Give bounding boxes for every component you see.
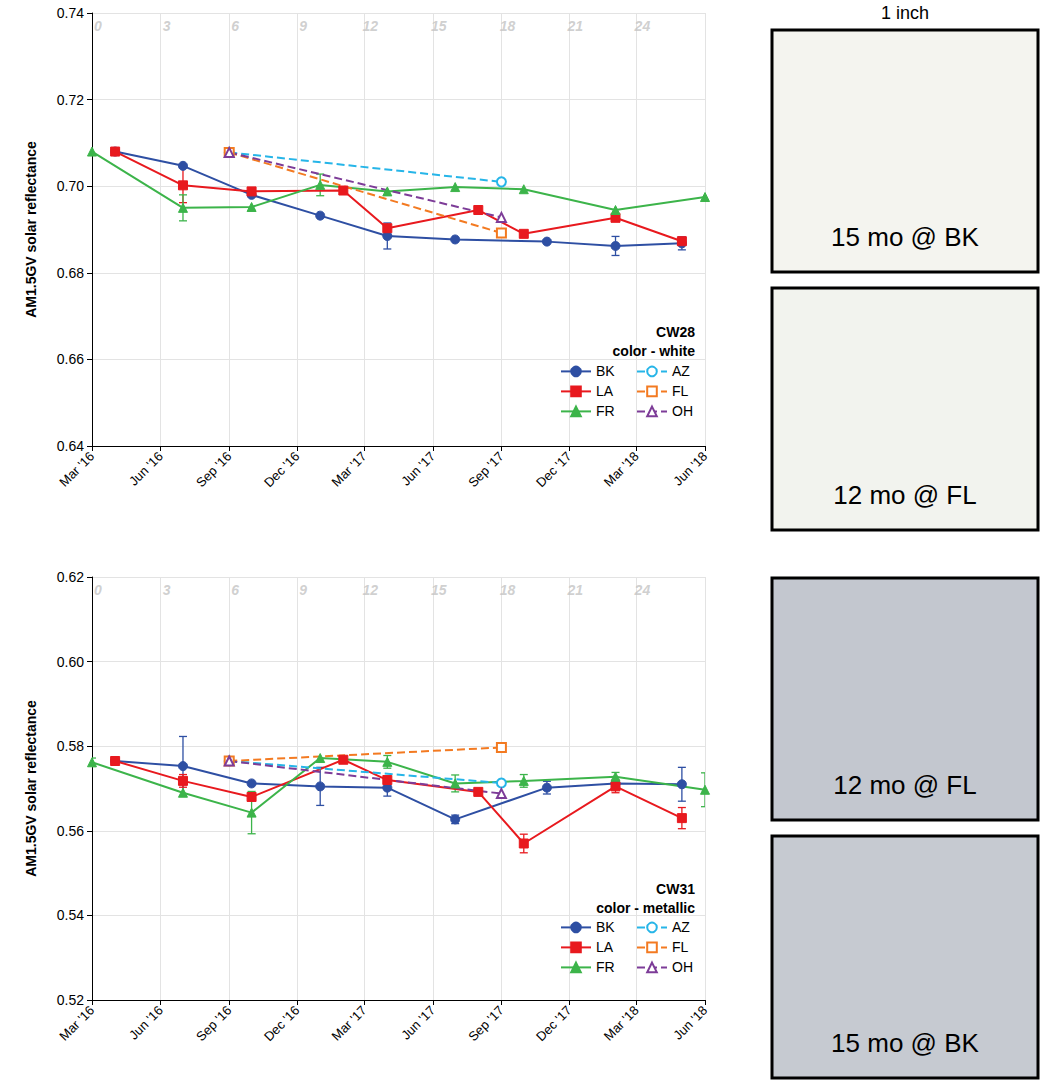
svg-text:12 mo @ FL: 12 mo @ FL xyxy=(833,770,976,800)
svg-text:21: 21 xyxy=(566,582,583,598)
svg-text:Jun '18: Jun '18 xyxy=(670,1003,710,1043)
svg-text:Mar '16: Mar '16 xyxy=(56,1003,97,1044)
svg-text:1 inch: 1 inch xyxy=(881,3,929,23)
svg-text:Jun '17: Jun '17 xyxy=(398,449,438,489)
svg-text:LA: LA xyxy=(596,383,614,399)
svg-text:24: 24 xyxy=(634,582,651,598)
svg-text:FL: FL xyxy=(672,383,689,399)
svg-text:Sep '17: Sep '17 xyxy=(465,449,506,490)
svg-text:24: 24 xyxy=(634,18,651,34)
svg-text:6: 6 xyxy=(231,582,239,598)
svg-text:0.72: 0.72 xyxy=(57,92,84,108)
svg-text:Dec '16: Dec '16 xyxy=(261,1003,302,1044)
svg-text:0.74: 0.74 xyxy=(57,5,84,21)
svg-text:OH: OH xyxy=(672,959,693,975)
svg-text:Mar '18: Mar '18 xyxy=(601,449,642,490)
svg-text:15 mo @ BK: 15 mo @ BK xyxy=(831,1028,979,1058)
svg-text:color - metallic: color - metallic xyxy=(596,900,695,916)
svg-text:Sep '16: Sep '16 xyxy=(193,1003,234,1044)
svg-text:12: 12 xyxy=(362,18,378,34)
svg-text:18: 18 xyxy=(500,18,516,34)
svg-text:0.52: 0.52 xyxy=(57,992,84,1008)
svg-text:BK: BK xyxy=(596,363,615,379)
svg-text:FR: FR xyxy=(596,403,615,419)
svg-text:AZ: AZ xyxy=(672,363,690,379)
svg-text:BK: BK xyxy=(596,919,615,935)
svg-text:Mar '18: Mar '18 xyxy=(601,1003,642,1044)
svg-text:CW28: CW28 xyxy=(656,324,695,340)
svg-text:9: 9 xyxy=(299,18,307,34)
svg-text:0.68: 0.68 xyxy=(57,265,84,281)
svg-text:FL: FL xyxy=(672,939,689,955)
svg-text:21: 21 xyxy=(566,18,583,34)
svg-text:9: 9 xyxy=(299,582,307,598)
svg-text:12: 12 xyxy=(362,582,378,598)
svg-text:Jun '18: Jun '18 xyxy=(670,449,710,489)
svg-text:0: 0 xyxy=(94,582,102,598)
svg-text:0.62: 0.62 xyxy=(57,569,84,585)
svg-text:3: 3 xyxy=(163,582,171,598)
svg-text:Jun '17: Jun '17 xyxy=(398,1003,438,1043)
svg-text:Mar '17: Mar '17 xyxy=(329,1003,370,1044)
svg-text:0.56: 0.56 xyxy=(57,823,84,839)
svg-text:15 mo @ BK: 15 mo @ BK xyxy=(831,222,979,252)
svg-text:CW31: CW31 xyxy=(656,881,695,897)
svg-text:3: 3 xyxy=(163,18,171,34)
svg-text:Jun '16: Jun '16 xyxy=(126,1003,166,1043)
svg-text:18: 18 xyxy=(500,582,516,598)
svg-text:6: 6 xyxy=(231,18,239,34)
svg-text:Sep '17: Sep '17 xyxy=(465,1003,506,1044)
svg-text:Dec '16: Dec '16 xyxy=(261,449,302,490)
svg-text:15: 15 xyxy=(431,582,447,598)
svg-text:LA: LA xyxy=(596,939,614,955)
svg-text:15: 15 xyxy=(431,18,447,34)
svg-text:12 mo @ FL: 12 mo @ FL xyxy=(833,480,976,510)
svg-text:0.60: 0.60 xyxy=(57,654,84,670)
svg-text:Dec '17: Dec '17 xyxy=(533,1003,574,1044)
svg-text:color - white: color - white xyxy=(613,343,696,359)
svg-text:AM1.5GV solar reflectance: AM1.5GV solar reflectance xyxy=(23,141,39,318)
svg-text:Sep '16: Sep '16 xyxy=(193,449,234,490)
svg-text:Jun '16: Jun '16 xyxy=(126,449,166,489)
svg-text:Dec '17: Dec '17 xyxy=(533,449,574,490)
svg-text:0.64: 0.64 xyxy=(57,438,84,454)
svg-text:Mar '16: Mar '16 xyxy=(56,449,97,490)
svg-text:0.54: 0.54 xyxy=(57,907,84,923)
svg-text:0.70: 0.70 xyxy=(57,178,84,194)
svg-text:AM1.5GV solar reflectance: AM1.5GV solar reflectance xyxy=(23,700,39,877)
svg-text:OH: OH xyxy=(672,403,693,419)
svg-text:0.58: 0.58 xyxy=(57,738,84,754)
svg-text:0.66: 0.66 xyxy=(57,351,84,367)
svg-text:Mar '17: Mar '17 xyxy=(329,449,370,490)
svg-text:AZ: AZ xyxy=(672,919,690,935)
svg-text:FR: FR xyxy=(596,959,615,975)
svg-text:0: 0 xyxy=(94,18,102,34)
